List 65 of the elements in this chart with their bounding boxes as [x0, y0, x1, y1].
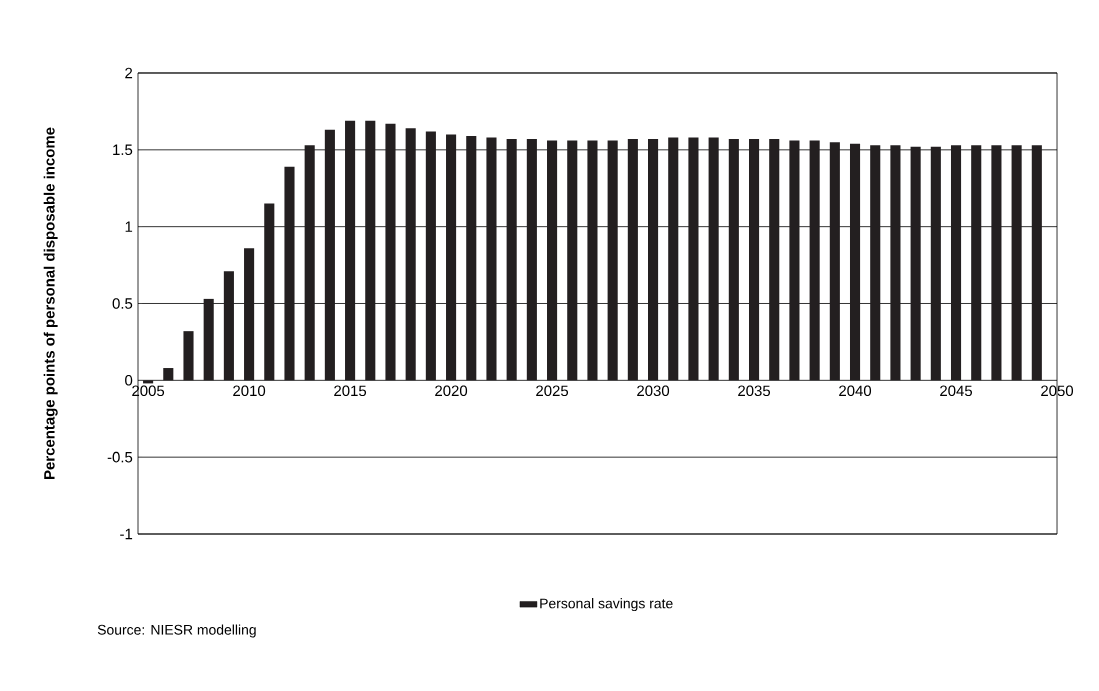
bar: [648, 139, 659, 381]
x-tick-label: 2020: [435, 385, 468, 397]
bar: [749, 139, 760, 381]
bar: [769, 139, 780, 381]
x-tick-label: 2025: [536, 385, 569, 397]
bar: [1031, 145, 1042, 381]
bar: [870, 145, 881, 381]
bar: [203, 298, 214, 381]
source-note: Source: NIESR modelling: [97, 624, 256, 638]
bar: [849, 143, 861, 381]
bar: [385, 123, 396, 381]
bar: [425, 131, 436, 381]
bar: [1011, 145, 1022, 381]
bar: [829, 142, 840, 381]
x-tick-label: 2005: [132, 385, 165, 397]
bar: [950, 145, 962, 381]
y-tick-label: 2: [125, 67, 133, 79]
bar: [446, 134, 457, 381]
x-tick-label: 2045: [940, 385, 973, 397]
bar: [163, 368, 174, 381]
bar: [890, 145, 901, 381]
bar: [607, 140, 618, 381]
x-tick-label: 2030: [637, 385, 670, 397]
bar: [971, 145, 982, 381]
bar: [526, 139, 537, 381]
bar: [486, 137, 497, 381]
bar: [991, 145, 1002, 381]
bar: [668, 137, 679, 381]
bar: [728, 139, 739, 381]
bar: [708, 137, 719, 381]
bar: [264, 203, 275, 381]
bar: [365, 120, 376, 381]
legend-label: Personal savings rate: [540, 598, 673, 612]
bar: [930, 146, 941, 381]
y-tick-label: -0.5: [107, 451, 133, 463]
y-tick-label: 0: [125, 375, 133, 386]
bar: [809, 140, 820, 381]
x-tick-label: 2035: [738, 385, 771, 397]
y-tick-label: -1: [120, 528, 133, 540]
x-tick-label: 2040: [839, 385, 872, 397]
x-tick-label: 2050: [1041, 385, 1074, 397]
bar: [910, 146, 921, 381]
y-tick-label: 1.5: [113, 144, 133, 156]
y-axis-title: Percentage points of personal disposable income: [43, 127, 58, 479]
bar: [466, 136, 477, 381]
bar: [627, 139, 638, 381]
bar: [304, 145, 315, 381]
bar: [688, 137, 699, 381]
bar: [506, 139, 517, 381]
x-tick-label: 2015: [334, 385, 367, 397]
y-tick-label: 0.5: [112, 298, 133, 309]
bar: [244, 248, 255, 381]
bar: [405, 128, 416, 381]
bar: [547, 140, 558, 381]
y-tick-label: 1: [125, 221, 133, 232]
bar: [284, 166, 295, 381]
bar: [587, 140, 598, 381]
bar: [183, 331, 194, 381]
bar: [345, 120, 356, 381]
x-tick-label: 2010: [233, 385, 266, 397]
bar: [143, 380, 154, 384]
bar: [324, 129, 335, 381]
bar: [567, 140, 578, 381]
bar: [223, 271, 234, 381]
bar: [789, 140, 800, 381]
